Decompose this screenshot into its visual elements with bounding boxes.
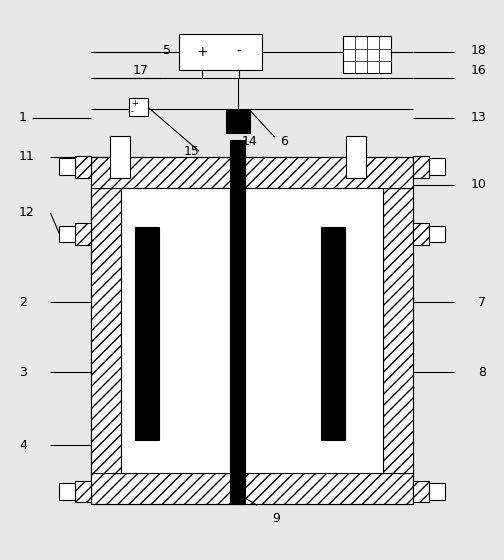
Text: 10: 10 [471, 178, 486, 192]
Bar [413, 223, 429, 245]
Text: 7: 7 [478, 296, 486, 309]
Text: 9: 9 [272, 511, 280, 525]
Text: 2: 2 [19, 296, 27, 309]
Text: 8: 8 [478, 366, 486, 379]
Bar [429, 483, 445, 500]
Bar [135, 227, 159, 440]
Bar [321, 227, 345, 440]
Bar [59, 158, 75, 175]
Text: 6: 6 [280, 134, 288, 148]
Text: -: - [131, 107, 134, 116]
Text: 4: 4 [19, 438, 27, 452]
Bar [230, 140, 245, 504]
Bar [226, 110, 250, 133]
Bar [91, 157, 413, 504]
Text: 15: 15 [183, 144, 199, 158]
Text: -: - [236, 45, 241, 59]
Bar [75, 481, 91, 502]
Text: 1: 1 [19, 111, 27, 124]
Bar [343, 36, 391, 73]
Text: 11: 11 [19, 150, 35, 164]
Text: +: + [131, 99, 138, 108]
Bar [383, 188, 413, 473]
Bar [429, 158, 445, 175]
Text: 16: 16 [471, 63, 486, 77]
Bar [413, 481, 429, 502]
Bar [91, 473, 413, 504]
Bar [59, 226, 75, 242]
Bar [413, 156, 429, 178]
Text: 13: 13 [471, 111, 486, 124]
Bar [59, 483, 75, 500]
Text: 12: 12 [19, 206, 35, 220]
Bar [91, 157, 413, 188]
Bar [346, 136, 366, 178]
Bar [110, 136, 130, 178]
Text: 14: 14 [242, 134, 258, 148]
Text: 5: 5 [163, 44, 171, 57]
Bar [129, 98, 148, 116]
Bar [179, 34, 262, 70]
Bar [91, 188, 121, 473]
Text: 18: 18 [471, 44, 486, 57]
Text: +: + [197, 45, 208, 59]
Text: 17: 17 [133, 63, 149, 77]
Bar [121, 188, 383, 473]
Text: 3: 3 [19, 366, 27, 379]
Bar [75, 223, 91, 245]
Bar [429, 226, 445, 242]
Bar [75, 156, 91, 178]
